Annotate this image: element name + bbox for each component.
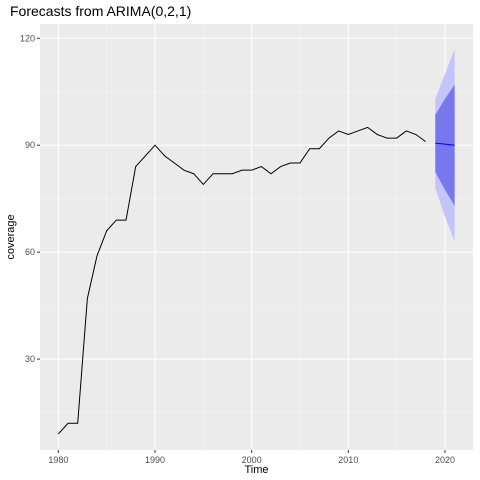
x-tick-label: 1990 — [145, 455, 165, 465]
y-axis-title: coverage — [5, 214, 17, 259]
minor-gridlines — [40, 24, 473, 450]
historical-series-line — [57, 126, 426, 435]
y-tick-label: 90 — [25, 140, 35, 150]
forecast-mean-line — [435, 142, 455, 146]
y-tick-label: 60 — [25, 247, 35, 257]
series-lines — [57, 126, 455, 435]
plot-panel — [40, 24, 473, 450]
major-gridlines — [40, 24, 473, 450]
forecast-80-interval — [435, 84, 455, 206]
x-tick-label: 2020 — [435, 455, 455, 465]
x-tick-label: 2000 — [242, 455, 262, 465]
x-tick-label: 1980 — [48, 455, 68, 465]
axis-ticks — [37, 37, 446, 453]
y-tick-label: 30 — [25, 354, 35, 364]
x-tick-label: 2010 — [338, 455, 358, 465]
axis-tick-labels: 1980 1990 2000 2010 2020 30 60 90 120 — [20, 33, 455, 465]
forecast-intervals — [435, 48, 455, 242]
x-axis-title: Time — [244, 464, 268, 476]
y-tick-label: 120 — [20, 33, 35, 43]
chart-title: Forecasts from ARIMA(0,2,1) — [10, 3, 191, 19]
